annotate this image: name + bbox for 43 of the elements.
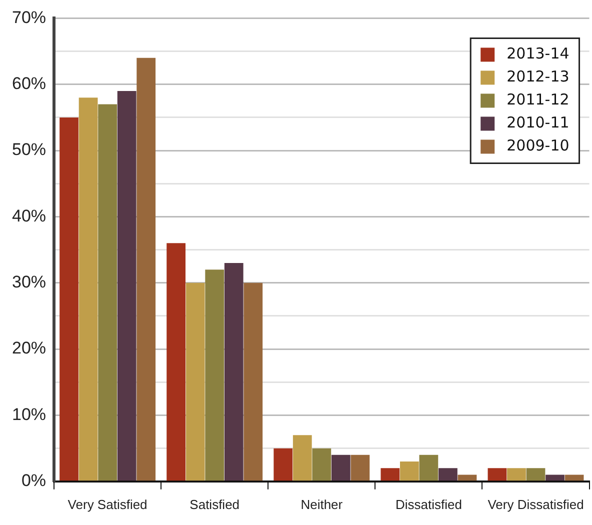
bar: [526, 468, 546, 481]
bar: [98, 104, 117, 481]
y-tick-label: 20%: [12, 338, 46, 358]
x-tick-label: Very Dissatisfied: [488, 496, 584, 512]
bar: [331, 454, 350, 481]
y-tick-label: 40%: [12, 206, 46, 226]
legend-label: 2010-11: [506, 114, 570, 132]
bar: [224, 263, 244, 481]
y-tick-label: 30%: [12, 272, 46, 292]
bar: [78, 98, 98, 481]
x-tick-label: Very Satisfied: [68, 496, 148, 512]
bar: [136, 58, 156, 481]
bar: [458, 474, 477, 481]
x-tick-label: Satisfied: [190, 496, 240, 512]
bar: [350, 454, 370, 481]
bar: [438, 468, 458, 481]
y-tick-label: 50%: [12, 140, 46, 160]
legend-label: 2009-10: [506, 136, 570, 155]
bar: [400, 462, 419, 481]
legend-label: 2011-12: [506, 90, 570, 109]
y-tick-label: 70%: [12, 8, 46, 27]
bar: [60, 117, 78, 481]
bar: [166, 243, 186, 481]
x-tick-label: Neither: [300, 496, 344, 512]
bar: [488, 468, 507, 481]
legend-label: 2012-13: [506, 68, 570, 86]
y-tick-label: 60%: [12, 74, 46, 94]
bar: [419, 454, 438, 481]
y-tick-label: 10%: [12, 404, 46, 424]
bar: [380, 468, 400, 481]
bar: [205, 270, 224, 481]
bar: [274, 448, 293, 481]
bar: [312, 448, 332, 481]
bar: [507, 468, 526, 481]
bar: [244, 282, 263, 481]
bar: [292, 435, 312, 481]
x-tick-label: Dissatisfied: [395, 496, 462, 512]
legend-label: 2013-14: [506, 44, 570, 63]
bar: [117, 90, 136, 481]
bar: [546, 474, 564, 481]
y-tick-label: 0%: [21, 471, 46, 490]
bar: [564, 474, 584, 481]
bar: [186, 282, 205, 481]
